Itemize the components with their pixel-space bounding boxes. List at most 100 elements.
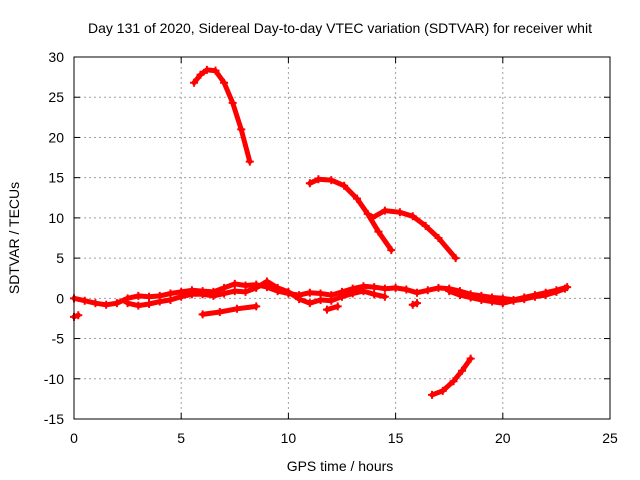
data-point — [187, 290, 196, 299]
data-point — [295, 295, 304, 304]
data-point — [220, 289, 229, 298]
data-point — [273, 283, 282, 292]
data-point — [370, 290, 379, 299]
y-tick-label: 30 — [48, 49, 64, 65]
data-point — [155, 297, 164, 306]
plot-frame — [73, 56, 611, 420]
data-point — [413, 288, 422, 297]
data-point — [316, 295, 325, 304]
series-arc-1 — [190, 65, 254, 166]
data-point — [541, 291, 550, 300]
data-point — [230, 279, 239, 288]
data-point — [333, 302, 342, 311]
series-arc-2 — [305, 175, 396, 255]
series-arc-8 — [408, 299, 422, 309]
data-point — [353, 194, 362, 203]
data-point — [215, 308, 224, 317]
series-band-3 — [445, 284, 569, 308]
data-point — [327, 176, 336, 185]
data-point — [488, 297, 497, 306]
data-point — [520, 295, 529, 304]
data-point — [445, 287, 454, 296]
x-axis-label: GPS time / hours — [287, 458, 394, 474]
data-point — [368, 213, 377, 222]
data-point — [91, 299, 100, 308]
data-point — [466, 293, 475, 302]
data-point — [438, 386, 447, 395]
data-point — [402, 285, 411, 294]
series-band-2 — [123, 277, 389, 310]
data-point — [202, 65, 211, 74]
data-point — [509, 296, 518, 305]
x-tick-label: 15 — [388, 430, 404, 446]
data-point — [123, 299, 132, 308]
data-layer — [70, 65, 572, 399]
x-tick-label: 0 — [70, 430, 78, 446]
data-point — [262, 277, 271, 286]
data-point — [387, 246, 396, 255]
y-tick-label: -10 — [44, 371, 64, 387]
data-point — [413, 299, 422, 308]
y-tick-label: -15 — [44, 411, 64, 427]
data-point — [305, 179, 314, 188]
data-point — [359, 287, 368, 296]
y-tick-label: 5 — [56, 250, 64, 266]
y-tick-label: 20 — [48, 129, 64, 145]
data-point — [134, 291, 143, 300]
data-point — [348, 289, 357, 298]
data-point — [466, 354, 475, 363]
series-arc-5 — [198, 302, 261, 319]
data-point — [145, 299, 154, 308]
data-point — [112, 299, 121, 308]
data-point — [245, 157, 254, 166]
data-point — [340, 181, 349, 190]
series-arc-7 — [322, 302, 342, 314]
y-axis-label: SDTVAR / TECUs — [6, 182, 22, 294]
grid — [74, 57, 610, 419]
data-point — [370, 283, 379, 292]
y-tick-label: 25 — [48, 89, 64, 105]
data-point — [228, 98, 237, 107]
data-point — [498, 299, 507, 308]
data-point — [198, 310, 207, 319]
data-point — [338, 292, 346, 301]
data-point — [421, 221, 430, 230]
data-point — [220, 78, 229, 87]
data-point — [211, 66, 220, 75]
data-point — [305, 299, 314, 308]
data-point — [209, 291, 218, 300]
data-point — [241, 287, 250, 296]
data-point — [305, 288, 314, 297]
data-point — [380, 284, 389, 293]
data-point — [177, 292, 186, 301]
data-point — [80, 296, 89, 305]
y-tick-label: -5 — [52, 331, 65, 347]
data-point — [363, 209, 372, 218]
x-tick-label: 20 — [495, 430, 511, 446]
data-point — [408, 212, 417, 221]
data-point — [428, 390, 437, 399]
data-point — [166, 295, 175, 304]
data-point — [374, 227, 383, 236]
data-point — [145, 292, 154, 301]
data-point — [102, 300, 111, 309]
data-point — [423, 286, 432, 295]
data-point — [314, 175, 323, 184]
data-point — [284, 287, 293, 296]
data-point — [252, 302, 261, 311]
data-point — [449, 377, 458, 386]
data-point — [560, 284, 569, 293]
series-trace — [429, 356, 474, 398]
data-point — [455, 291, 464, 300]
data-point — [190, 78, 199, 87]
data-point — [434, 283, 443, 292]
data-point — [408, 300, 417, 309]
data-point — [230, 287, 239, 296]
x-tick-label: 10 — [281, 430, 297, 446]
data-point — [134, 301, 143, 310]
data-point — [477, 295, 486, 304]
data-point — [327, 296, 336, 305]
series-arc-4 — [428, 354, 475, 399]
y-tick-label: 10 — [48, 210, 64, 226]
